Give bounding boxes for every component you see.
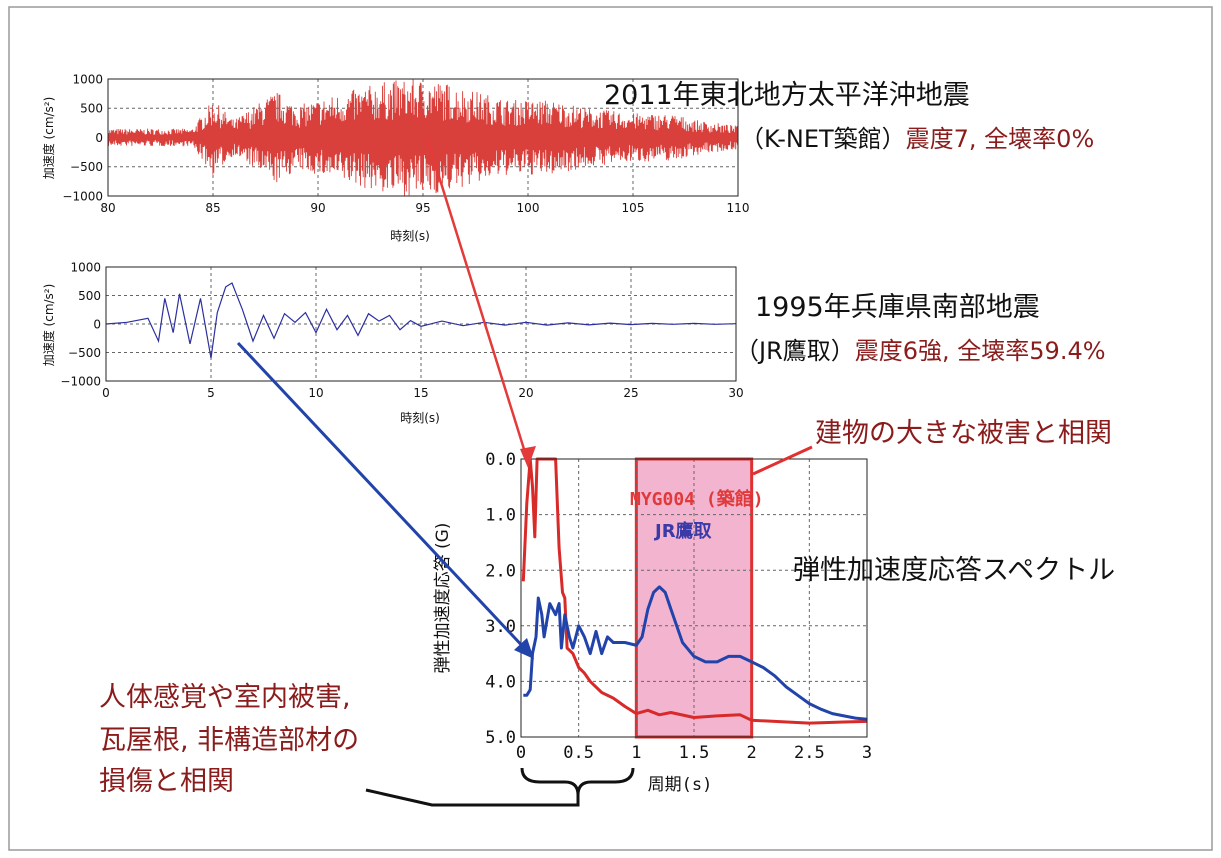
waveform-1995-x-ticks: 0 5 10 15 20 25 30 (102, 386, 743, 400)
y-tick-label: 500 (78, 289, 101, 303)
y-tick-label: 500 (80, 102, 103, 116)
legend-jr-takatori: JR鷹取 (653, 520, 713, 542)
waveform-1995-line (105, 282, 737, 359)
eq-1995-title: 1995年兵庫県南部地震 (755, 292, 1040, 323)
y-tick-label: −1000 (62, 189, 103, 203)
y-tick-label: 0 (93, 317, 101, 331)
x-tick-label: 25 (623, 386, 638, 400)
waveform-2011-axes (107, 78, 739, 197)
waveform-1995-panel: 0 5 10 15 20 25 30 1000 500 0 −500 −1000 時刻(s) 加速度… (41, 260, 744, 425)
x-tick-label: 90 (310, 201, 325, 215)
blue-arrowhead (514, 638, 534, 659)
x-tick-label: 20 (518, 386, 533, 400)
waveform-2011-line (107, 79, 739, 196)
x-tick-label: 15 (413, 386, 428, 400)
eq-1995-station: （JR鷹取） (735, 337, 855, 365)
response-spectrum-panel: 0 0.5 1 1.5 2 2.5 3 0.01.02.03.04.05.0 周期(s) 弾… (433, 450, 872, 795)
x-tick-label: 5 (207, 386, 215, 400)
waveform-2011-panel: 80 85 90 95 100 105 110 1000 500 0 −500 −1000 時刻(s… (41, 72, 749, 243)
x-tick-label: 95 (415, 201, 430, 215)
eq-2011-title: 2011年東北地方太平洋沖地震 (604, 80, 970, 111)
eq-2011-intensity: 震度7, 全壊率0% (905, 125, 1095, 153)
damage-note-leader (752, 445, 813, 476)
waveform-2011-ylabel: 加速度 (cm/s²) (41, 97, 56, 180)
waveform-1995-axes (105, 266, 737, 382)
y-tick-label: −1000 (60, 374, 101, 388)
x-tick-label: 2 (747, 743, 757, 763)
spectrum-title-label: 弾性加速度応答スペクトル (793, 555, 1116, 586)
x-tick-label: 100 (517, 201, 540, 215)
waveform-1995-ylabel: 加速度 (cm/s²) (41, 284, 56, 367)
y-tick-label: 5.0 (485, 728, 516, 748)
y-tick-label: 0 (95, 131, 103, 145)
y-tick-label: 0.0 (485, 450, 516, 470)
waveform-2011-y-ticks: 1000 500 0 −500 −1000 (62, 72, 103, 203)
spectrum-axes (520, 458, 868, 738)
x-tick-label: 0 (516, 743, 526, 763)
spectrum-x-ticks: 0 0.5 1 1.5 2 2.5 3 (516, 743, 872, 763)
spectrum-y-ticks: 0.01.02.03.04.05.0 (485, 450, 516, 748)
x-tick-label: 3 (862, 743, 872, 763)
eq-1995-intensity: 震度6強, 全壊率59.4% (854, 337, 1106, 365)
waveform-1995-trace (105, 282, 737, 359)
x-tick-label: 110 (727, 201, 750, 215)
waveform-1995-xlabel: 時刻(s) (400, 411, 440, 425)
eq-1995-subtitle: （JR鷹取）震度6強, 全壊率59.4% (735, 339, 1106, 363)
x-tick-label: 2.5 (794, 743, 825, 763)
waveform-2011-xlabel: 時刻(s) (390, 229, 430, 243)
spectrum-grid (521, 459, 867, 737)
x-tick-label: 0 (102, 386, 110, 400)
y-tick-label: 4.0 (485, 673, 516, 693)
red-arrow-line (425, 137, 530, 463)
waveform-1995-y-ticks: 1000 500 0 −500 −1000 (60, 260, 101, 388)
y-tick-label: 1000 (72, 72, 103, 86)
x-tick-label: 1 (631, 743, 641, 763)
waveform-2011-x-ticks: 80 85 90 95 100 105 110 (100, 201, 749, 215)
connector-arrows (236, 137, 813, 659)
y-tick-label: 1.0 (485, 506, 516, 526)
x-tick-label: 85 (205, 201, 220, 215)
x-tick-label: 1.5 (679, 743, 710, 763)
eq-2011-subtitle: （K-NET築館）震度7, 全壊率0% (740, 127, 1094, 151)
red-arrowhead (520, 446, 536, 468)
eq-2011-station: （K-NET築館） (740, 125, 906, 153)
x-tick-label: 10 (308, 386, 323, 400)
damage-correlation-note: 建物の大きな被害と相関 (815, 418, 1112, 449)
spectrum-ylabel: 弾性加速度応答 (G) (433, 523, 453, 674)
x-tick-label: 0.5 (563, 743, 594, 763)
x-tick-label: 30 (728, 386, 743, 400)
spectrum-jr-takatori-line (523, 585, 868, 721)
period-brace (365, 767, 635, 807)
x-tick-label: 80 (100, 201, 115, 215)
short-period-note-line1: 人体感覚や室内被害, (99, 682, 351, 713)
y-tick-label: −500 (68, 346, 101, 360)
legend-myg004: MYG004 (築館) (630, 488, 764, 510)
spectrum-xlabel: 周期(s) (648, 775, 713, 795)
x-tick-label: 105 (622, 201, 645, 215)
waveform-2011-trace (107, 79, 739, 196)
blue-arrow-line (236, 341, 530, 654)
short-period-note-line3: 損傷と相関 (99, 766, 234, 797)
short-period-note-line2: 瓦屋根, 非構造部材の (99, 725, 360, 756)
y-tick-label: 2.0 (485, 561, 516, 581)
y-tick-label: −500 (70, 160, 103, 174)
brace-pointer (365, 788, 580, 807)
y-tick-label: 1000 (70, 260, 101, 274)
